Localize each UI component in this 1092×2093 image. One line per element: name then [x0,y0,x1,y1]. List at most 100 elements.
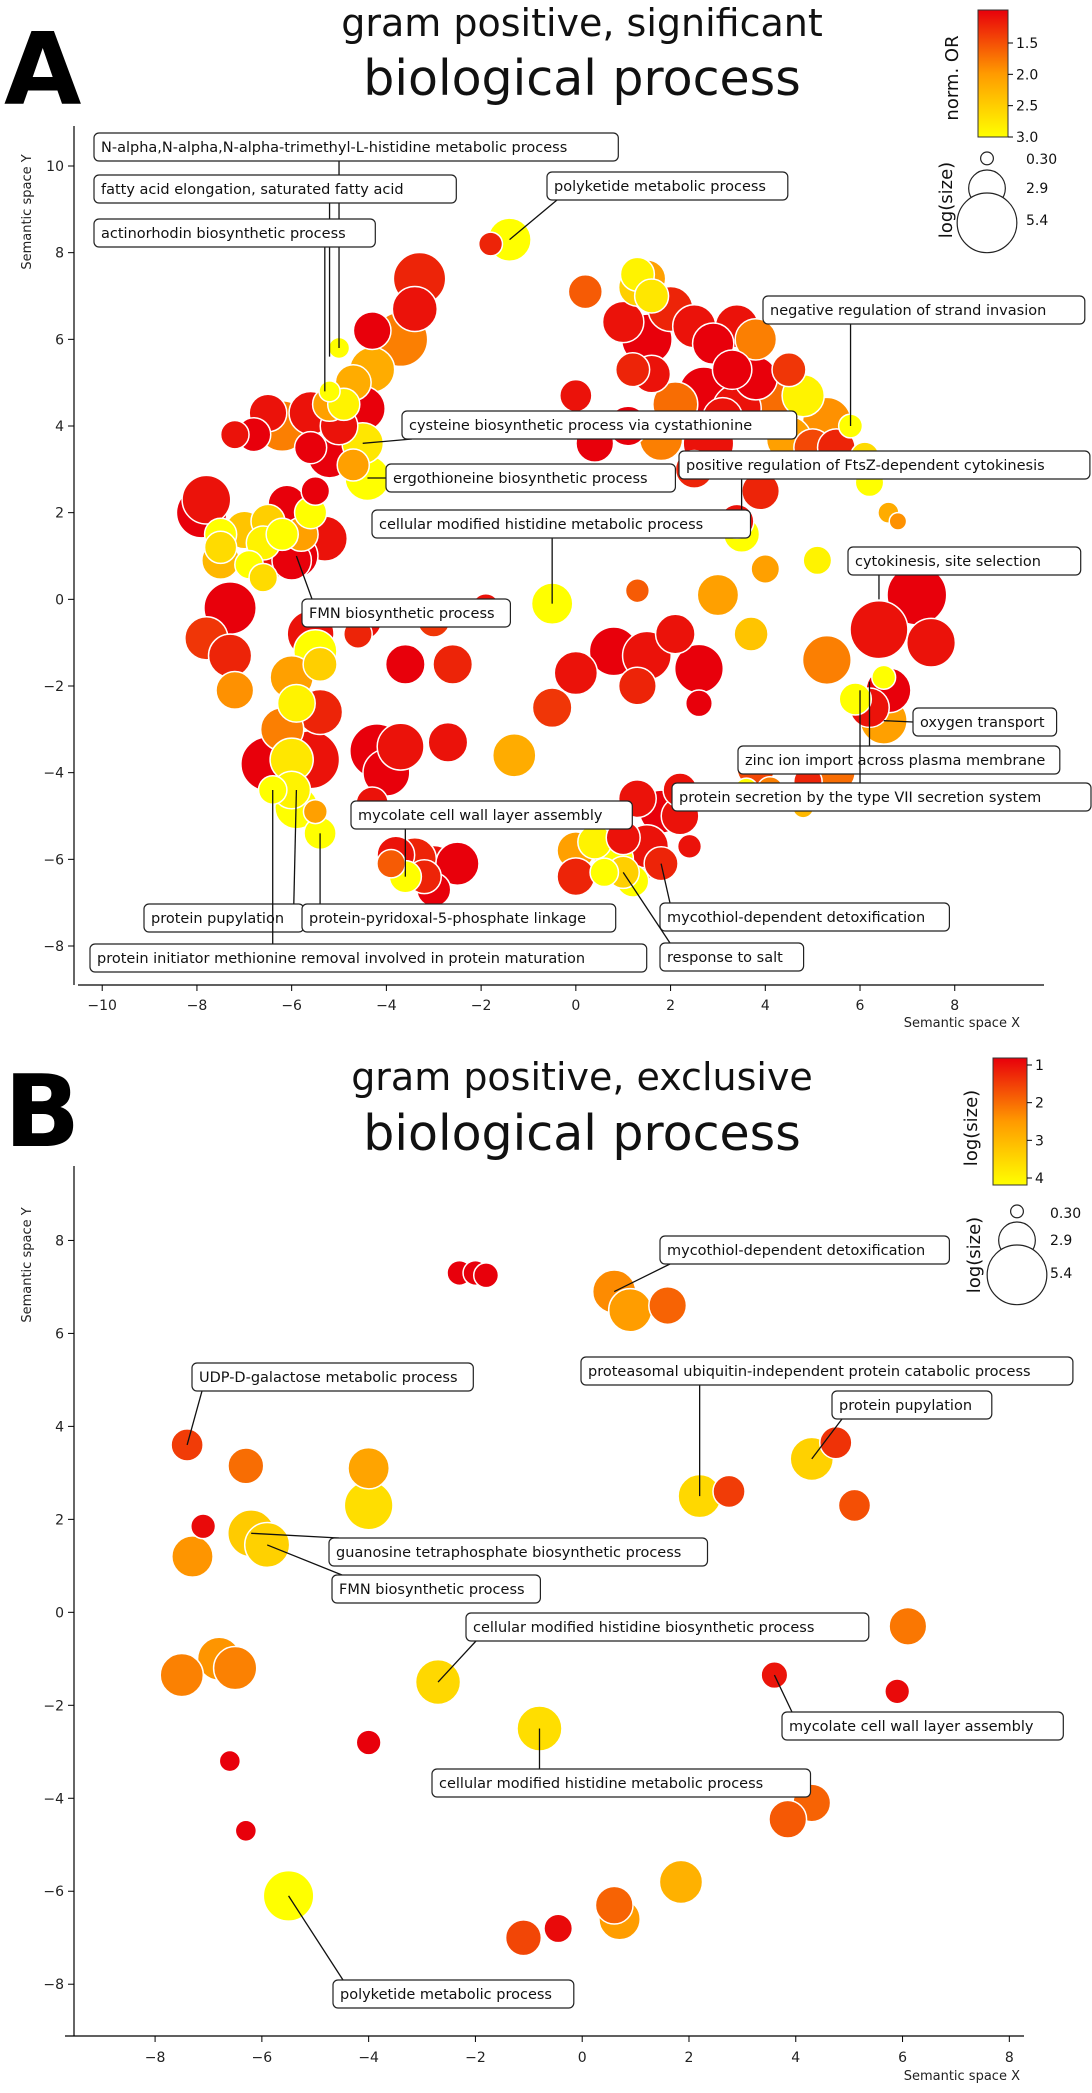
annotation-box [831,1390,993,1420]
y-tick-label: −2 [43,679,64,695]
bubble-point [750,554,781,584]
annotation-text: guanosine tetraphosphate biosynthetic pr… [336,1545,681,1561]
x-tick-label: 8 [950,998,959,1014]
bubble-point [633,278,670,314]
bubble-point [556,857,596,897]
chart-b-y-axis-title: Semantic space Y [20,1207,35,1322]
bubble-point [648,1285,688,1326]
annotation-leader-line [437,1640,477,1683]
bubble-point [624,578,651,604]
annotation-label: protein secretion by the type VII secret… [671,690,1092,812]
y-tick-label: 6 [55,1326,64,1342]
chart-b-legend: log(size) 1 2 3 4 log(size) 0.30 2.9 5.4 [961,1057,1081,1306]
x-tick-label: 6 [856,998,865,1014]
annotation-label: negative regulation of strand invasion [762,295,1086,426]
bubble-point [265,517,299,552]
annotation-box [671,782,1092,812]
y-tick-label: 4 [55,419,64,435]
chart-a-y-axis-title: Semantic space Y [20,154,35,269]
annotation-label: UDP-D-galactose metabolic process [186,1362,474,1446]
annotation-box [678,450,1091,480]
annotation-label: FMN biosynthetic process [266,1544,541,1604]
chart-a-annotations: N-alpha,N-alpha,N-alpha-trimethyl-L-hist… [89,132,1092,973]
annotation-label: cytokinesis, site selection [847,546,1082,600]
annotation-leader-line [613,1263,671,1293]
x-tick-label: −6 [281,998,302,1014]
bubble-point [159,1652,205,1698]
annotation-text: UDP-D-galactose metabolic process [199,1370,458,1386]
annotation-leader-line [622,871,671,944]
annotation-text: mycolate cell wall layer assembly [789,1719,1034,1735]
annotation-text: negative regulation of strand invasion [770,303,1046,319]
bubble-point [376,848,407,879]
bubble-point [293,430,328,465]
bubble-point [617,666,657,706]
bubble-point [734,317,778,361]
size-legend-tick-label: 5.4 [1026,213,1048,229]
annotation-box [431,1768,812,1798]
x-tick-label: 2 [666,998,675,1014]
size-legend-tick-label: 0.30 [1026,152,1057,168]
panel-a: A gram positive, significant biological … [4,1,1092,1031]
color-legend-title: log(size) [961,1090,982,1166]
annotation-text: actinorhodin biosynthetic process [101,226,346,242]
annotation-text: FMN biosynthetic process [339,1582,525,1598]
size-legend-tick-label: 5.4 [1050,1266,1072,1282]
bubble-point [684,689,714,718]
bubble-point [347,1446,391,1490]
annotation-label: ergothioneine biosynthetic process [367,463,676,493]
bubble-point [802,545,833,576]
annotation-text: protein-pyridoxal-5-phosphate linkage [309,911,586,927]
annotation-box [659,902,950,932]
panel-letter-a: A [4,11,81,128]
annotation-box [332,1979,575,2009]
bubble-point [768,1799,808,1839]
annotation-text: fatty acid elongation, saturated fatty a… [101,182,404,198]
x-tick-label: 6 [898,2050,907,2066]
color-legend-tick-label: 1.5 [1016,36,1038,52]
annotation-box [328,1537,709,1567]
bubble-point [384,643,426,685]
annotation-text: polyketide metabolic process [340,1987,552,2003]
bubble-point [905,617,957,668]
annotation-label: protein pupylation [143,789,305,933]
x-tick-label: −4 [376,998,397,1014]
x-tick-label: −8 [187,998,208,1014]
annotation-box [847,546,1082,576]
bubble-point [589,857,620,888]
annotation-text: N-alpha,N-alpha,N-alpha-trimethyl-L-hist… [101,140,567,156]
annotation-label: cellular modified histidine metabolic pr… [431,1728,812,1798]
color-legend-tick-label: 1 [1035,1058,1044,1074]
annotation-text: zinc ion import across plasma membrane [745,753,1045,769]
chart-b-subtitle: biological process [363,1105,800,1162]
y-tick-label: −4 [43,766,64,782]
annotation-text: FMN biosynthetic process [309,606,495,622]
annotation-label: fatty acid elongation, saturated fatty a… [93,174,457,357]
annotation-leader-line [295,555,313,600]
y-tick-label: 8 [55,1233,64,1249]
annotation-label: mycothiol-dependent detoxification [613,1235,950,1293]
color-legend-bar [977,9,1009,138]
annotation-label: mycolate cell wall layer assembly [773,1674,1064,1741]
bubble-point [658,1859,704,1905]
annotation-leader-line [251,1532,340,1539]
annotation-label: response to salt [622,871,805,972]
color-legend-tick-label: 2 [1035,1096,1044,1112]
bubble-point [711,349,753,391]
x-tick-label: 4 [761,998,770,1014]
annotation-box [385,463,676,493]
bubble-point [207,633,253,678]
annotation-text: protein pupylation [839,1398,972,1414]
color-legend-tick-label: 2.0 [1016,67,1038,83]
annotation-box [659,1235,950,1265]
x-tick-label: −10 [87,998,117,1014]
y-tick-label: 10 [46,159,64,175]
bubble-point [849,599,909,660]
annotation-label: polyketide metabolic process [288,1895,575,2009]
annotation-leader-line [811,1418,843,1460]
y-tick-label: 0 [55,592,64,608]
bubble-point [302,646,338,683]
bubble-point [607,1287,653,1333]
annotation-box [93,132,619,162]
annotation-box [350,800,633,830]
